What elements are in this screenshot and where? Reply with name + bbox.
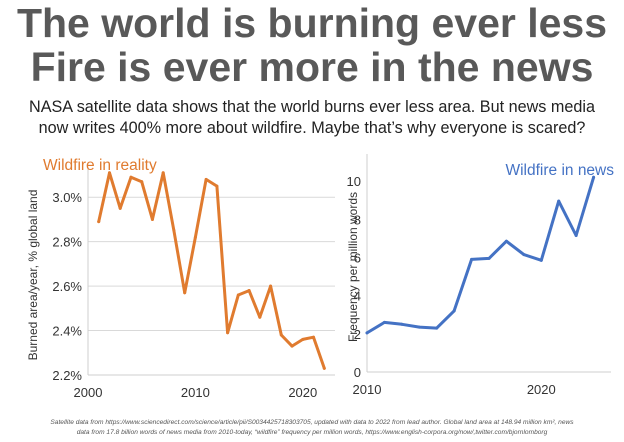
data-point [140,180,144,184]
y-tick-label: 6 [354,250,361,265]
data-point [435,326,439,330]
y-tick-label: 2.4% [52,324,82,339]
y-tick-label: 4 [354,289,361,304]
main-title-line-2: Fire is ever more in the news [30,44,594,90]
data-point [172,229,176,233]
data-point [118,206,122,210]
y-tick-label: 0 [354,365,361,380]
data-point [522,253,526,257]
data-point [247,289,251,293]
data-point [470,257,474,261]
y-tick-label: 2.2% [52,368,82,383]
data-point [290,344,294,348]
data-point [215,184,219,188]
data-point [301,337,305,341]
series-line [365,175,596,335]
series-line [97,171,326,370]
data-point [269,284,273,288]
x-tick-label: 2010 [181,385,210,400]
y-tick-label: 10 [347,174,361,189]
data-point [382,320,386,324]
data-point [539,258,543,262]
data-point [97,220,101,224]
data-point [161,171,165,175]
subtitle-line-1: NASA satellite data shows that the world… [29,98,595,116]
data-point [322,366,326,370]
y-axis-label: Frequency per million words [346,192,360,342]
data-point [400,322,404,326]
main-title-line-1: The world is burning ever less [16,0,608,46]
data-point [417,325,421,329]
data-point [193,235,197,239]
data-point [574,234,578,237]
source-footnote-line-2: data from 17.8 billion words of news med… [76,429,548,436]
y-tick-label: 2 [354,327,361,342]
data-point [107,171,111,175]
x-tick-label: 2010 [353,382,382,397]
data-point [487,256,491,260]
data-point [129,175,133,179]
y-tick-label: 2.6% [52,279,82,294]
data-point [365,331,369,335]
data-point [557,199,561,203]
data-point [504,239,508,243]
y-tick-label: 8 [354,212,361,227]
subtitle-line-2: now writes 400% more about wildfire. May… [38,119,586,137]
source-footnote-line-1: Satellite data from https://www.scienced… [50,419,574,426]
chart-title: Wildfire in reality [43,157,157,174]
y-axis-label: Burned area/year, % global land [26,190,40,361]
data-point [226,331,230,335]
x-tick-label: 2000 [74,385,103,400]
y-tick-label: 2.8% [52,235,82,250]
x-tick-label: 2020 [288,385,317,400]
data-point [279,333,283,337]
data-point [312,335,316,339]
data-point [204,177,208,181]
data-point [183,291,187,295]
data-point [236,293,240,297]
chart-title: Wildfire in news [505,162,614,179]
data-point [452,309,456,313]
x-tick-label: 2020 [527,382,556,397]
data-point [150,217,154,221]
y-tick-label: 3.0% [52,190,82,205]
data-point [258,315,262,319]
data-point [592,175,596,179]
